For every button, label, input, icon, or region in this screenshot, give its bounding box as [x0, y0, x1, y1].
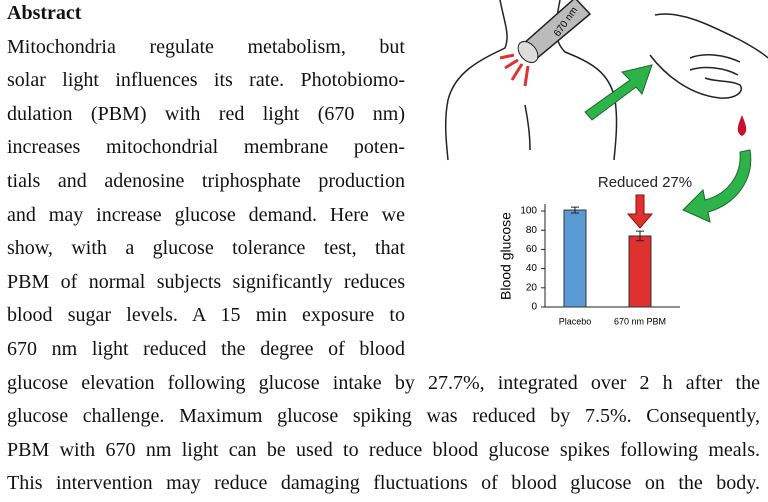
x-tick-label: 670 nm PBM — [614, 316, 666, 326]
lamp: 670 nm — [517, 0, 592, 64]
text-line: glucose elevation following glucose inta… — [7, 371, 760, 394]
text-line: solar light influences its rate. Photobi… — [7, 69, 405, 92]
error-bar — [636, 230, 644, 242]
x-tick-label: Placebo — [559, 316, 592, 326]
y-tick-label: 0 — [531, 302, 537, 313]
y-tick-label: 100 — [520, 206, 537, 217]
text-line: show, with a glucose tolerance test, tha… — [7, 237, 405, 260]
y-tick-label: 40 — [526, 263, 538, 274]
abstract-heading: Abstract — [7, 2, 82, 24]
blood-drop — [737, 115, 747, 136]
text-line: This intervention may reduce damaging fl… — [7, 472, 760, 495]
text-line: increases mitochondrial membrane poten- — [7, 136, 405, 159]
y-tick-label: 80 — [526, 225, 538, 236]
bar — [563, 209, 587, 308]
text-line: blood sugar levels. A 15 min exposure to — [7, 304, 405, 327]
person — [444, 0, 618, 161]
y-axis-label: Blood glucose — [498, 212, 514, 300]
text-line: PBM with 670 nm light can be used to red… — [7, 438, 760, 461]
bar — [628, 235, 652, 308]
reduction-arrow — [626, 194, 654, 229]
y-tick-label: 60 — [526, 244, 538, 255]
light-rays — [499, 53, 530, 87]
annotation: Reduced 27% — [598, 174, 692, 191]
error-bar — [571, 206, 579, 214]
text-line: dulation (PBM) with red light (670 nm) — [7, 102, 405, 125]
y-tick-label: 20 — [526, 282, 538, 293]
text-line: tials and adenosine triphosphate product… — [7, 169, 405, 192]
hand — [649, 13, 768, 99]
arrow — [682, 149, 752, 223]
text-line: 670 nm light reduced the degree of blood — [7, 337, 405, 360]
text-line: glucose challenge. Maximum glucose spiki… — [7, 405, 760, 428]
text-line: Mitochondria regulate metabolism, but — [7, 35, 405, 58]
text-line: PBM of normal subjects significantly red… — [7, 270, 405, 293]
text-line: and may increase glucose demand. Here we — [7, 203, 405, 226]
arrow — [584, 64, 653, 121]
